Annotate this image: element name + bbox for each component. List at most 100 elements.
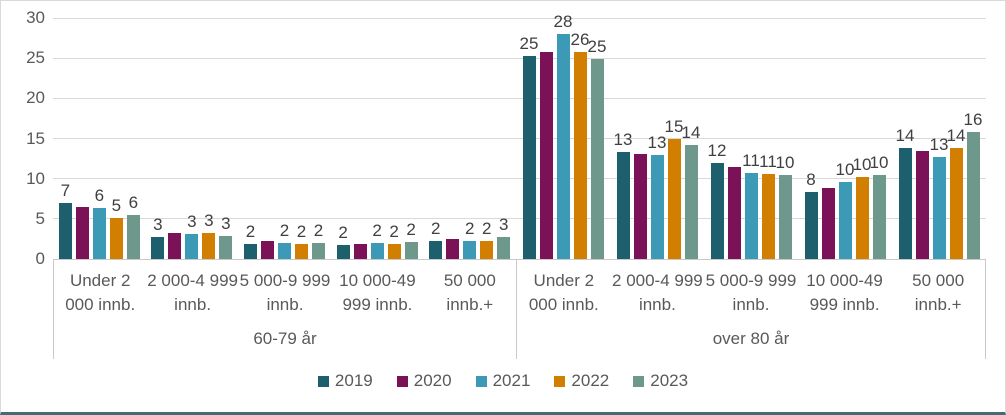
bar-2020 bbox=[821, 187, 835, 259]
bar-value-label: 11 bbox=[759, 151, 777, 171]
category-label-line: Under 2 bbox=[533, 271, 595, 290]
category-label-line: 50 000 bbox=[912, 271, 965, 290]
category-label-line: 5 000-9 999 bbox=[239, 271, 331, 290]
category-label-line: 10 000-49 bbox=[339, 271, 416, 290]
y-tick-label: 25 bbox=[26, 48, 45, 68]
legend: 2019 2020 2021 2022 2023 bbox=[1, 372, 1005, 390]
category-label-line: 5 000-9 999 bbox=[705, 271, 797, 290]
bar-2020 bbox=[260, 240, 274, 259]
bar-2021: 2 bbox=[463, 220, 477, 259]
bar-2020 bbox=[446, 238, 460, 259]
bar-2021: 13 bbox=[648, 134, 666, 259]
bar-2022: 26 bbox=[571, 30, 589, 259]
bar-2019: 25 bbox=[520, 34, 538, 259]
bar-2019: 2 bbox=[243, 222, 257, 259]
category-label-line: innb.+ bbox=[446, 295, 494, 314]
category-label-line: innb. bbox=[638, 295, 676, 314]
bar-value-label: 3 bbox=[498, 214, 509, 234]
category-label-line: innb. bbox=[266, 295, 304, 314]
bar-2020 bbox=[915, 150, 929, 259]
category-label-line: innb. bbox=[174, 295, 212, 314]
category-label-line: 2 000-4 999 bbox=[147, 271, 238, 290]
bar-2022: 11 bbox=[759, 152, 777, 259]
legend-swatch-icon bbox=[317, 375, 329, 387]
gridline bbox=[53, 97, 986, 99]
bar-2023: 10 bbox=[776, 154, 794, 259]
bar-2019: 2 bbox=[336, 224, 350, 259]
category-label-line: innb.+ bbox=[914, 295, 962, 314]
legend-item-2020: 2020 bbox=[396, 372, 452, 390]
bar-2020 bbox=[727, 167, 741, 259]
bar-2022: 2 bbox=[294, 222, 308, 259]
bar-value-label: 2 bbox=[406, 220, 416, 240]
bar-2019: 7 bbox=[58, 181, 72, 259]
bar-value-label: 12 bbox=[707, 140, 727, 160]
bar-value-label: 2 bbox=[481, 219, 492, 239]
bar-2019: 12 bbox=[708, 141, 726, 259]
bar-value-label: 2 bbox=[245, 221, 256, 241]
category-panel-60-79-år: Under 2 000 innb. 2 000-4 999 innb. 5 000-9 … bbox=[53, 260, 516, 359]
panel-group-label: over 80 år bbox=[712, 329, 790, 348]
category-label: 50 000 innb.+ bbox=[891, 260, 985, 317]
bar-2023: 2 bbox=[311, 221, 325, 259]
bar-2022: 5 bbox=[109, 197, 123, 259]
bar-value-label: 6 bbox=[94, 185, 105, 205]
bar-group: 13 13 15 14 bbox=[610, 18, 704, 259]
bar-2022: 2 bbox=[480, 220, 494, 259]
bar-value-label: 3 bbox=[153, 215, 163, 235]
bar-value-label: 3 bbox=[187, 212, 197, 232]
bar-2022: 3 bbox=[202, 212, 216, 259]
category-label: 2 000-4 999 innb. bbox=[611, 260, 705, 317]
bar-value-label: 26 bbox=[570, 29, 590, 49]
bar-value-label: 13 bbox=[929, 134, 949, 154]
bar-value-label: 2 bbox=[296, 221, 307, 241]
bar-value-label: 2 bbox=[464, 219, 475, 239]
bar-2022: 2 bbox=[387, 222, 401, 259]
bar-2022: 15 bbox=[665, 117, 683, 259]
bar-value-label: 16 bbox=[963, 110, 983, 130]
category-label-line: 000 innb. bbox=[528, 295, 599, 314]
bar-value-label: 10 bbox=[852, 155, 872, 175]
bar-2019: 14 bbox=[896, 127, 914, 259]
bar-value-label: 2 bbox=[389, 221, 399, 241]
bar-2023: 6 bbox=[126, 193, 140, 259]
category-label-line: 50 000 bbox=[443, 271, 496, 290]
bar-value-label: 14 bbox=[681, 122, 701, 142]
legend-label: 2021 bbox=[492, 371, 531, 390]
category-label-line: 000 innb. bbox=[65, 295, 136, 314]
bar-2023: 3 bbox=[497, 215, 511, 259]
category-label: 10 000-49 999 innb. bbox=[798, 260, 892, 317]
bar-group: 12 11 11 10 bbox=[704, 18, 798, 259]
bar-2023: 25 bbox=[588, 37, 606, 259]
bar-value-label: 28 bbox=[553, 12, 573, 32]
category-label: 10 000-49 999 innb. bbox=[331, 260, 423, 317]
category-label: 2 000-4 999 innb. bbox=[146, 260, 238, 317]
bar-value-label: 5 bbox=[111, 196, 122, 216]
legend-swatch-icon bbox=[396, 375, 408, 387]
category-label: 50 000 innb.+ bbox=[424, 260, 516, 317]
bar-2021: 10 bbox=[836, 160, 854, 259]
bar-2021: 13 bbox=[930, 135, 948, 259]
gridline bbox=[53, 57, 986, 59]
bar-2021: 6 bbox=[92, 186, 106, 259]
bar-2020 bbox=[75, 206, 89, 259]
gridline bbox=[53, 218, 986, 220]
y-tick-label: 20 bbox=[26, 88, 45, 108]
bar-value-label: 7 bbox=[60, 180, 71, 200]
y-tick-label: 30 bbox=[26, 8, 45, 27]
y-tick-label: 10 bbox=[26, 168, 45, 188]
bar-value-label: 13 bbox=[613, 130, 633, 150]
gridline bbox=[53, 178, 986, 180]
bar-value-label: 8 bbox=[806, 169, 816, 189]
bar-2022: 14 bbox=[947, 127, 965, 259]
category-label: 5 000-9 999 innb. bbox=[239, 260, 331, 317]
bar-2019: 8 bbox=[804, 170, 818, 259]
plot-area: 7 6 5 6 3 3 3 3 2 2 2 2 2 2 2 2 2 2 2 3 25 28 26 25 13 13 15 14 12 11… bbox=[53, 13, 986, 260]
legend-swatch-icon bbox=[633, 375, 645, 387]
bar-2021: 2 bbox=[370, 221, 384, 259]
